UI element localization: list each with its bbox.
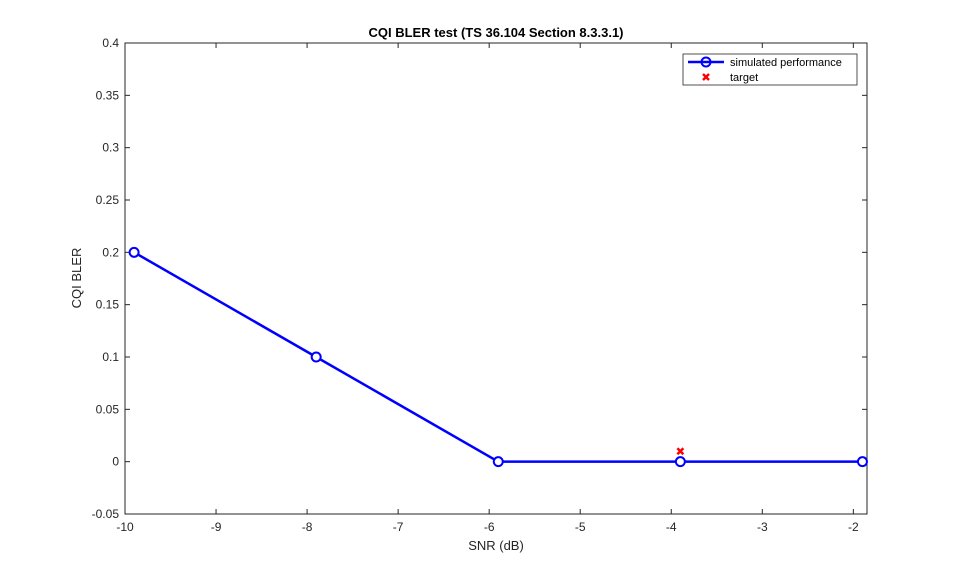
simulated-performance-point (856, 456, 868, 468)
y-tick-label: -0.05 (92, 507, 120, 521)
x-tick-label: -7 (393, 520, 404, 534)
x-axis-label: SNR (dB) (468, 538, 524, 553)
simulated-performance-point (674, 456, 686, 468)
legend-marker-simulated (700, 56, 712, 68)
y-tick-label: 0.15 (96, 298, 120, 312)
legend-marker-target (702, 73, 710, 81)
y-tick-label: 0.3 (102, 141, 119, 155)
plot-area (124, 42, 868, 515)
ticks-group: -10 -9 -8 -7 -6 -5 -4 -3 -2 -0.05 0 0.05 0.1 0.15 0.2 0… (92, 36, 867, 534)
legend-label-simulated: simulated performance (730, 57, 842, 69)
target-point (676, 447, 685, 456)
chart-title: CQI BLER test (TS 36.104 Section 8.3.3.1… (368, 25, 623, 40)
x-tick-label: -5 (575, 520, 586, 534)
x-tick-label: -9 (211, 520, 222, 534)
y-tick-label: 0.2 (102, 245, 119, 259)
y-tick-label: 0.05 (96, 402, 120, 416)
y-tick-label: 0.4 (102, 36, 119, 50)
y-tick-label: 0 (112, 455, 119, 469)
y-tick-label: 0.35 (96, 88, 120, 102)
x-tick-label: -3 (757, 520, 768, 534)
target-point-stroke (676, 447, 685, 456)
x-tick-label: -6 (484, 520, 495, 534)
series-layer (128, 246, 868, 468)
simulated-performance-point (128, 246, 140, 258)
simulated-performance-point (310, 351, 322, 363)
legend: simulated performance target (682, 53, 858, 86)
x-tick-label: -10 (116, 520, 134, 534)
y-tick-label: 0.25 (96, 193, 120, 207)
legend-label-target: target (730, 72, 758, 84)
legend-box (682, 53, 858, 86)
x-tick-label: -8 (302, 520, 313, 534)
simulated-performance-point (492, 456, 504, 468)
x-tick-label: -4 (666, 520, 677, 534)
y-tick-label: 0.1 (102, 350, 119, 364)
y-axis-label: CQI BLER (69, 248, 84, 309)
x-tick-label: -2 (848, 520, 859, 534)
